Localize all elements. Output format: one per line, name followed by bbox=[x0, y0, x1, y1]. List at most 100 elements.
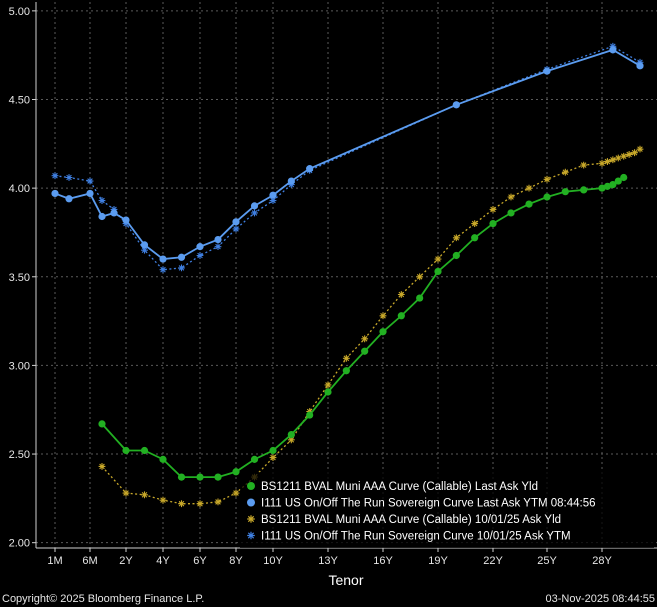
data-point bbox=[561, 168, 569, 176]
data-point bbox=[471, 234, 479, 242]
data-point bbox=[232, 218, 240, 226]
data-point bbox=[489, 219, 497, 228]
data-point bbox=[306, 411, 314, 419]
data-point bbox=[614, 177, 622, 185]
data-point bbox=[51, 189, 59, 198]
data-point bbox=[251, 209, 258, 217]
data-point bbox=[177, 253, 186, 261]
data-point bbox=[361, 347, 369, 355]
data-point bbox=[614, 154, 622, 162]
data-point bbox=[140, 446, 149, 455]
data-point bbox=[636, 62, 644, 70]
data-point bbox=[196, 473, 204, 481]
data-point bbox=[598, 184, 606, 192]
data-point bbox=[609, 156, 617, 164]
data-point bbox=[452, 234, 460, 242]
data-point bbox=[603, 182, 612, 190]
series-1 bbox=[51, 46, 644, 263]
data-point bbox=[159, 266, 167, 274]
data-point bbox=[122, 216, 130, 224]
data-point bbox=[507, 193, 515, 201]
data-point bbox=[196, 243, 204, 251]
x-tick-label: 1M bbox=[47, 555, 62, 567]
copyright-text: Copyright© 2025 Bloomberg Finance L.P. bbox=[2, 593, 205, 605]
data-point bbox=[232, 225, 240, 233]
data-point bbox=[324, 388, 332, 396]
data-point bbox=[141, 246, 148, 254]
x-tick-label: 25Y bbox=[537, 555, 557, 567]
data-point bbox=[287, 430, 295, 439]
data-point bbox=[51, 172, 59, 180]
legend-background bbox=[240, 472, 654, 548]
data-point bbox=[379, 312, 387, 320]
legend-marker bbox=[247, 515, 255, 523]
legend-item: I111 US On/Off The Run Sovereign Curve L… bbox=[247, 498, 596, 510]
data-point bbox=[110, 209, 118, 217]
data-point bbox=[306, 165, 314, 173]
data-point bbox=[178, 500, 185, 508]
data-point bbox=[561, 188, 569, 196]
data-point bbox=[159, 455, 167, 463]
data-point bbox=[324, 381, 332, 389]
y-tick-label: 4.00 bbox=[9, 183, 30, 195]
data-point bbox=[196, 500, 204, 508]
y-tick-label: 3.00 bbox=[9, 360, 30, 372]
legend-marker bbox=[247, 482, 255, 490]
data-point bbox=[525, 200, 533, 208]
data-point bbox=[507, 209, 515, 217]
data-point bbox=[397, 312, 405, 320]
data-point bbox=[98, 463, 106, 470]
data-point bbox=[620, 173, 628, 182]
data-point bbox=[361, 335, 369, 343]
data-point bbox=[214, 243, 222, 251]
data-point bbox=[287, 177, 295, 185]
data-point bbox=[250, 202, 259, 210]
data-point bbox=[177, 473, 186, 481]
x-tick-label: 6Y bbox=[193, 555, 207, 567]
y-tick-label: 2.50 bbox=[9, 449, 30, 461]
data-point bbox=[620, 152, 628, 160]
data-point bbox=[122, 489, 130, 497]
data-point bbox=[250, 455, 259, 463]
x-tick-label: 6M bbox=[82, 555, 97, 567]
data-point bbox=[214, 473, 222, 481]
data-point bbox=[65, 195, 73, 203]
legend-item: BS1211 BVAL Muni AAA Curve (Callable) La… bbox=[247, 481, 538, 493]
x-tick-label: 8Y bbox=[229, 555, 243, 567]
data-point bbox=[525, 184, 533, 192]
y-tick-label: 2.00 bbox=[9, 538, 30, 550]
data-point bbox=[269, 446, 277, 455]
data-point bbox=[86, 177, 94, 185]
y-tick-label: 4.50 bbox=[9, 95, 30, 107]
data-point bbox=[196, 252, 204, 259]
legend-marker bbox=[247, 531, 255, 540]
x-tick-label: 28Y bbox=[592, 555, 612, 567]
y-tick-label: 5.00 bbox=[9, 6, 30, 18]
data-point bbox=[98, 197, 106, 204]
data-point bbox=[214, 498, 222, 506]
x-tick-label: 22Y bbox=[483, 555, 503, 567]
chart-grid bbox=[36, 2, 657, 548]
legend-label: I111 US On/Off The Run Sovereign Curve 1… bbox=[261, 531, 571, 543]
legend-item: BS1211 BVAL Muni AAA Curve (Callable) 10… bbox=[247, 514, 561, 526]
data-point bbox=[543, 67, 551, 75]
series-2 bbox=[98, 145, 644, 508]
legend-item: I111 US On/Off The Run Sovereign Curve 1… bbox=[247, 531, 571, 543]
data-point bbox=[580, 161, 588, 169]
x-axis-label: Tenor bbox=[328, 572, 363, 588]
x-tick-label: 13Y bbox=[318, 555, 338, 567]
data-point bbox=[159, 496, 167, 504]
series-0 bbox=[98, 173, 628, 481]
data-point bbox=[178, 264, 185, 272]
data-point bbox=[98, 212, 106, 221]
data-point bbox=[122, 446, 130, 455]
data-point bbox=[86, 189, 94, 198]
data-point bbox=[625, 151, 633, 158]
chart-legend: BS1211 BVAL Muni AAA Curve (Callable) La… bbox=[240, 472, 654, 548]
data-point bbox=[580, 186, 588, 194]
data-point bbox=[471, 220, 479, 227]
data-point bbox=[342, 367, 350, 375]
series-line bbox=[101, 148, 641, 505]
data-point bbox=[489, 206, 497, 213]
